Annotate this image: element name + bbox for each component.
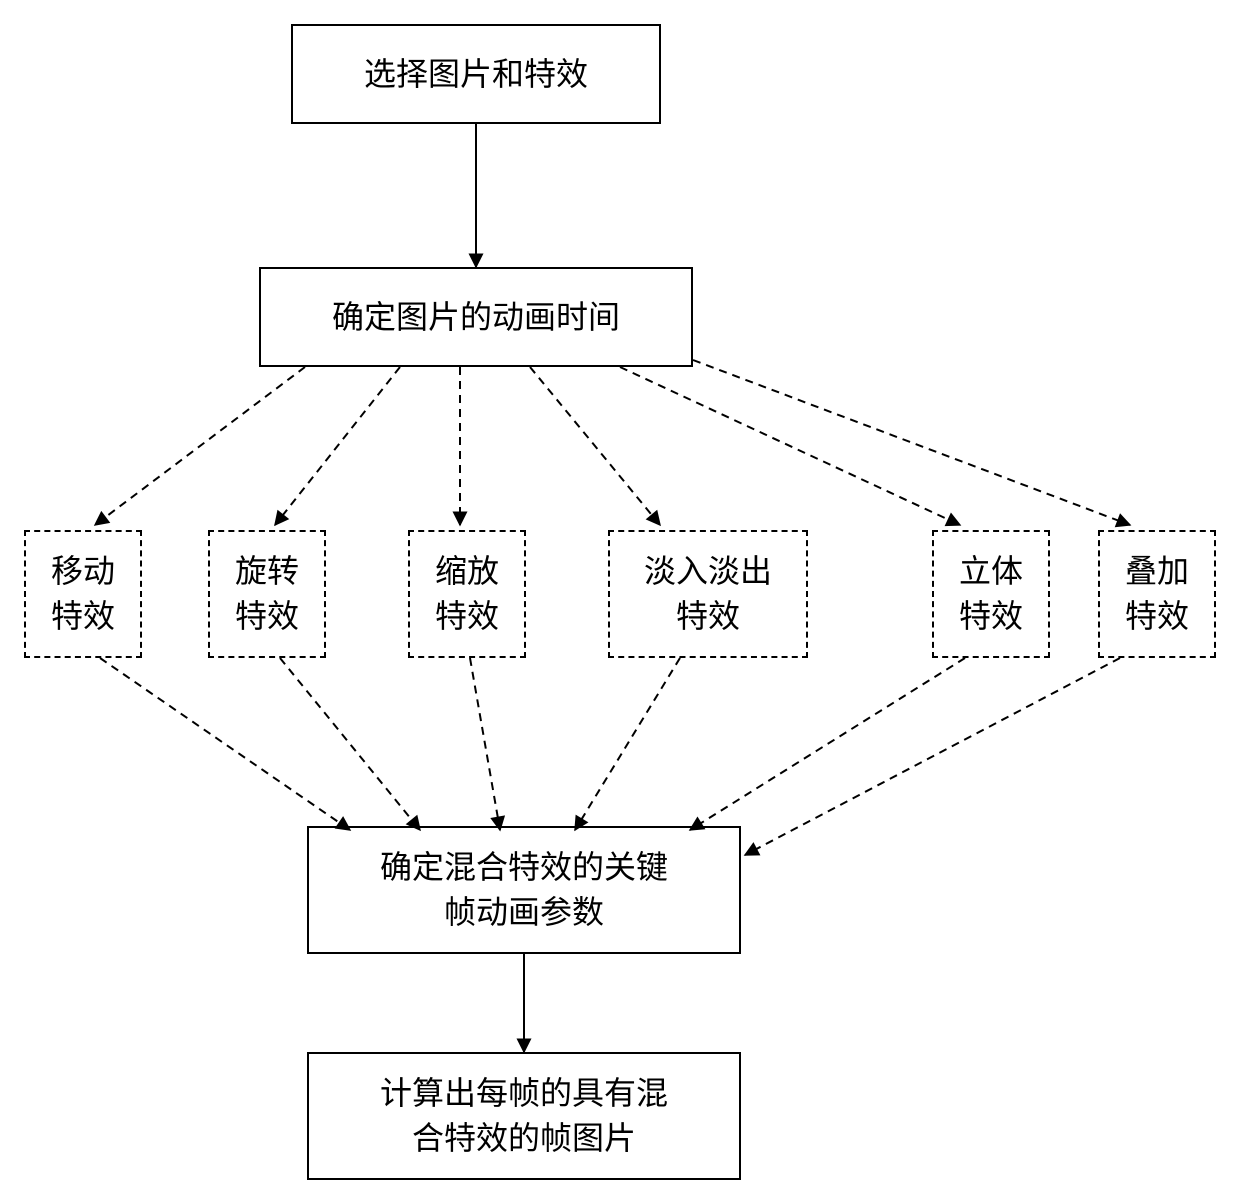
node-effect-fade: 淡入淡出 特效 — [608, 530, 808, 658]
node-duration: 确定图片的动画时间 — [259, 267, 693, 367]
node-effect-scale: 缩放 特效 — [408, 530, 526, 658]
node-keyframes: 确定混合特效的关键 帧动画参数 — [307, 826, 741, 954]
node-output: 计算出每帧的具有混 合特效的帧图片 — [307, 1052, 741, 1180]
node-select: 选择图片和特效 — [291, 24, 661, 124]
node-effect-move: 移动 特效 — [24, 530, 142, 658]
node-effect-rotate: 旋转 特效 — [208, 530, 326, 658]
node-effect-overlay: 叠加 特效 — [1098, 530, 1216, 658]
node-effect-3d: 立体 特效 — [932, 530, 1050, 658]
